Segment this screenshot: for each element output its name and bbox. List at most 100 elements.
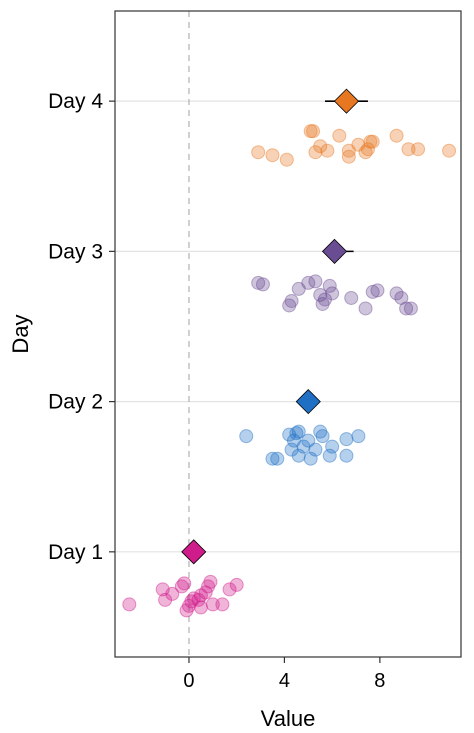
y-tick-label: Day 2 bbox=[48, 391, 103, 414]
data-point bbox=[370, 283, 385, 298]
data-point bbox=[389, 128, 404, 143]
data-point bbox=[341, 149, 356, 164]
data-point bbox=[317, 292, 332, 307]
data-point bbox=[191, 592, 206, 607]
y-tick-label: Day 4 bbox=[48, 90, 103, 113]
data-point bbox=[279, 152, 294, 167]
data-point bbox=[351, 429, 366, 444]
y-tick-label: Day 1 bbox=[48, 541, 103, 564]
data-point bbox=[291, 281, 306, 296]
data-point bbox=[179, 603, 194, 618]
data-point bbox=[291, 448, 306, 463]
data-point bbox=[363, 134, 378, 149]
data-point bbox=[270, 451, 285, 466]
data-point bbox=[158, 592, 173, 607]
data-point bbox=[320, 143, 335, 158]
data-point bbox=[193, 600, 208, 615]
data-point bbox=[313, 287, 328, 302]
x-tick-label: 4 bbox=[279, 670, 290, 692]
data-point bbox=[122, 597, 137, 612]
data-point bbox=[360, 142, 375, 157]
data-point bbox=[289, 426, 304, 441]
data-point bbox=[229, 577, 244, 592]
x-axis: 0 4 8 bbox=[183, 657, 385, 692]
grid-lines bbox=[115, 100, 461, 553]
data-point bbox=[365, 134, 380, 149]
data-point bbox=[325, 439, 340, 454]
data-point bbox=[215, 597, 230, 612]
data-point bbox=[265, 451, 280, 466]
mean-diamond bbox=[333, 88, 360, 114]
data-point bbox=[201, 579, 216, 594]
plot-frame bbox=[114, 10, 462, 658]
data-point bbox=[193, 588, 208, 603]
x-axis-label: Value bbox=[261, 706, 316, 731]
data-point bbox=[286, 433, 301, 448]
data-point bbox=[315, 296, 330, 311]
data-point bbox=[291, 424, 306, 439]
data-point bbox=[239, 429, 254, 444]
data-point bbox=[284, 442, 299, 457]
data-point bbox=[303, 451, 318, 466]
data-point bbox=[301, 275, 316, 290]
data-point bbox=[401, 142, 416, 157]
data-point bbox=[308, 145, 323, 160]
data-point bbox=[306, 124, 321, 139]
data-point bbox=[251, 145, 266, 160]
data-point bbox=[365, 284, 380, 299]
data-point bbox=[265, 148, 280, 163]
data-point bbox=[301, 433, 316, 448]
data-point bbox=[308, 274, 323, 289]
data-point bbox=[282, 427, 297, 442]
summary-markers bbox=[181, 88, 368, 565]
data-point bbox=[403, 301, 418, 316]
data-point bbox=[315, 429, 330, 444]
data-point bbox=[205, 597, 220, 612]
data-point bbox=[177, 576, 192, 591]
data-point bbox=[181, 598, 196, 613]
mean-diamond bbox=[295, 389, 321, 415]
data-point bbox=[313, 424, 328, 439]
data-point bbox=[351, 137, 366, 152]
data-point bbox=[339, 432, 354, 447]
data-point bbox=[341, 143, 356, 158]
y-axis: Day 1 Day 2 Day 3 Day 4 bbox=[48, 90, 115, 564]
data-point bbox=[203, 574, 218, 589]
x-tick-label: 8 bbox=[374, 670, 385, 692]
data-point bbox=[322, 448, 337, 463]
data-point bbox=[358, 145, 373, 160]
data-point bbox=[251, 275, 266, 290]
data-point bbox=[411, 142, 426, 157]
data-point bbox=[344, 290, 359, 305]
y-tick-label: Day 3 bbox=[48, 240, 103, 263]
data-point bbox=[184, 594, 199, 609]
data-point bbox=[284, 293, 299, 308]
y-axis-label: Day bbox=[8, 314, 33, 353]
data-point bbox=[296, 439, 311, 454]
data-point bbox=[325, 286, 340, 301]
data-point bbox=[155, 582, 170, 597]
mean-diamond bbox=[321, 238, 348, 264]
data-point bbox=[282, 298, 297, 313]
mean-diamond bbox=[181, 539, 207, 565]
data-point bbox=[303, 124, 318, 139]
data-point bbox=[394, 290, 409, 305]
data-point bbox=[186, 591, 201, 606]
data-point bbox=[222, 582, 237, 597]
data-point bbox=[165, 586, 180, 601]
data-point bbox=[308, 442, 323, 457]
x-tick-label: 0 bbox=[183, 670, 194, 692]
data-point bbox=[174, 579, 189, 594]
data-point bbox=[399, 301, 414, 316]
data-point bbox=[442, 143, 457, 158]
data-point bbox=[198, 585, 213, 600]
data-points bbox=[122, 124, 457, 618]
data-point bbox=[358, 301, 373, 316]
data-point bbox=[332, 128, 347, 143]
data-point bbox=[389, 286, 404, 301]
data-point bbox=[339, 448, 354, 463]
data-point bbox=[255, 277, 270, 292]
data-point bbox=[322, 278, 337, 293]
